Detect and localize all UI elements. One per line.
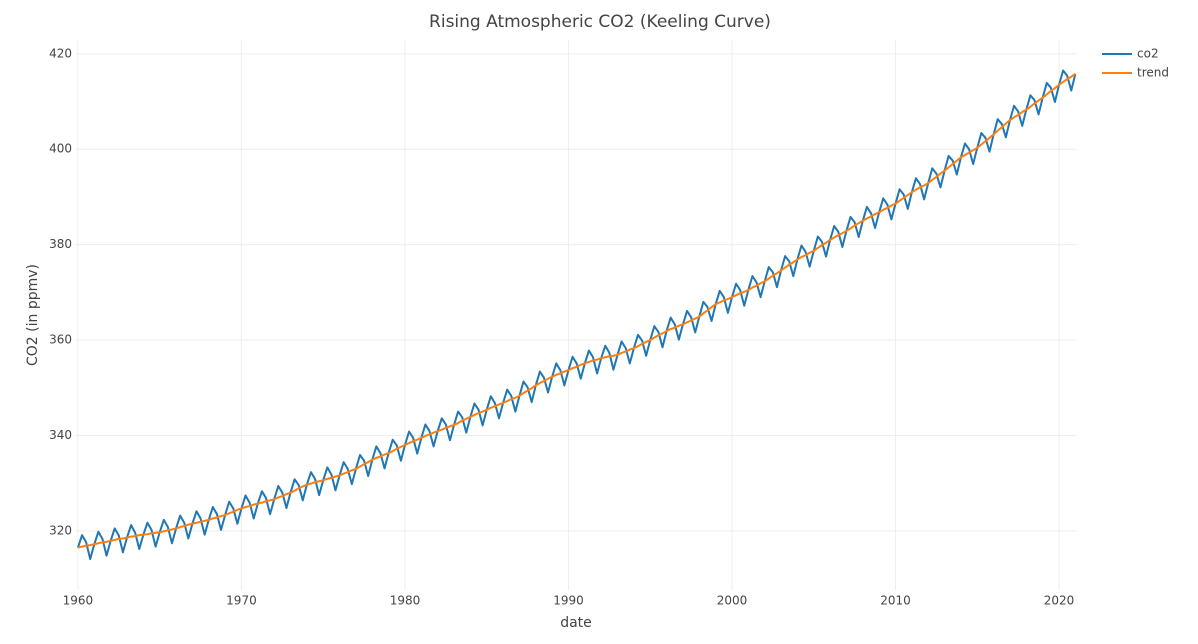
x-tick-label: 2000 xyxy=(717,594,748,608)
x-tick-label: 1960 xyxy=(63,594,94,608)
series-line xyxy=(77,73,1076,549)
y-tick-label: 340 xyxy=(49,428,72,442)
y-tick-label: 320 xyxy=(49,523,72,537)
legend-label[interactable]: trend xyxy=(1137,66,1169,80)
series-line xyxy=(76,69,1077,560)
x-tick-label: 2010 xyxy=(880,594,911,608)
y-tick-label: 400 xyxy=(49,142,72,156)
x-tick-label: 1970 xyxy=(226,594,257,608)
y-tick-label: 420 xyxy=(49,46,72,60)
legend-label[interactable]: co2 xyxy=(1137,47,1159,61)
x-axis-title: date xyxy=(560,615,592,631)
x-tick-label: 1990 xyxy=(553,594,584,608)
x-tick-label: 1980 xyxy=(390,594,421,608)
y-tick-label: 360 xyxy=(49,333,72,347)
chart-title: Rising Atmospheric CO2 (Keeling Curve) xyxy=(429,12,771,32)
x-tick-label: 2020 xyxy=(1044,594,1075,608)
y-axis-title: CO2 (in ppmv) xyxy=(25,264,41,366)
y-tick-label: 380 xyxy=(49,237,72,251)
